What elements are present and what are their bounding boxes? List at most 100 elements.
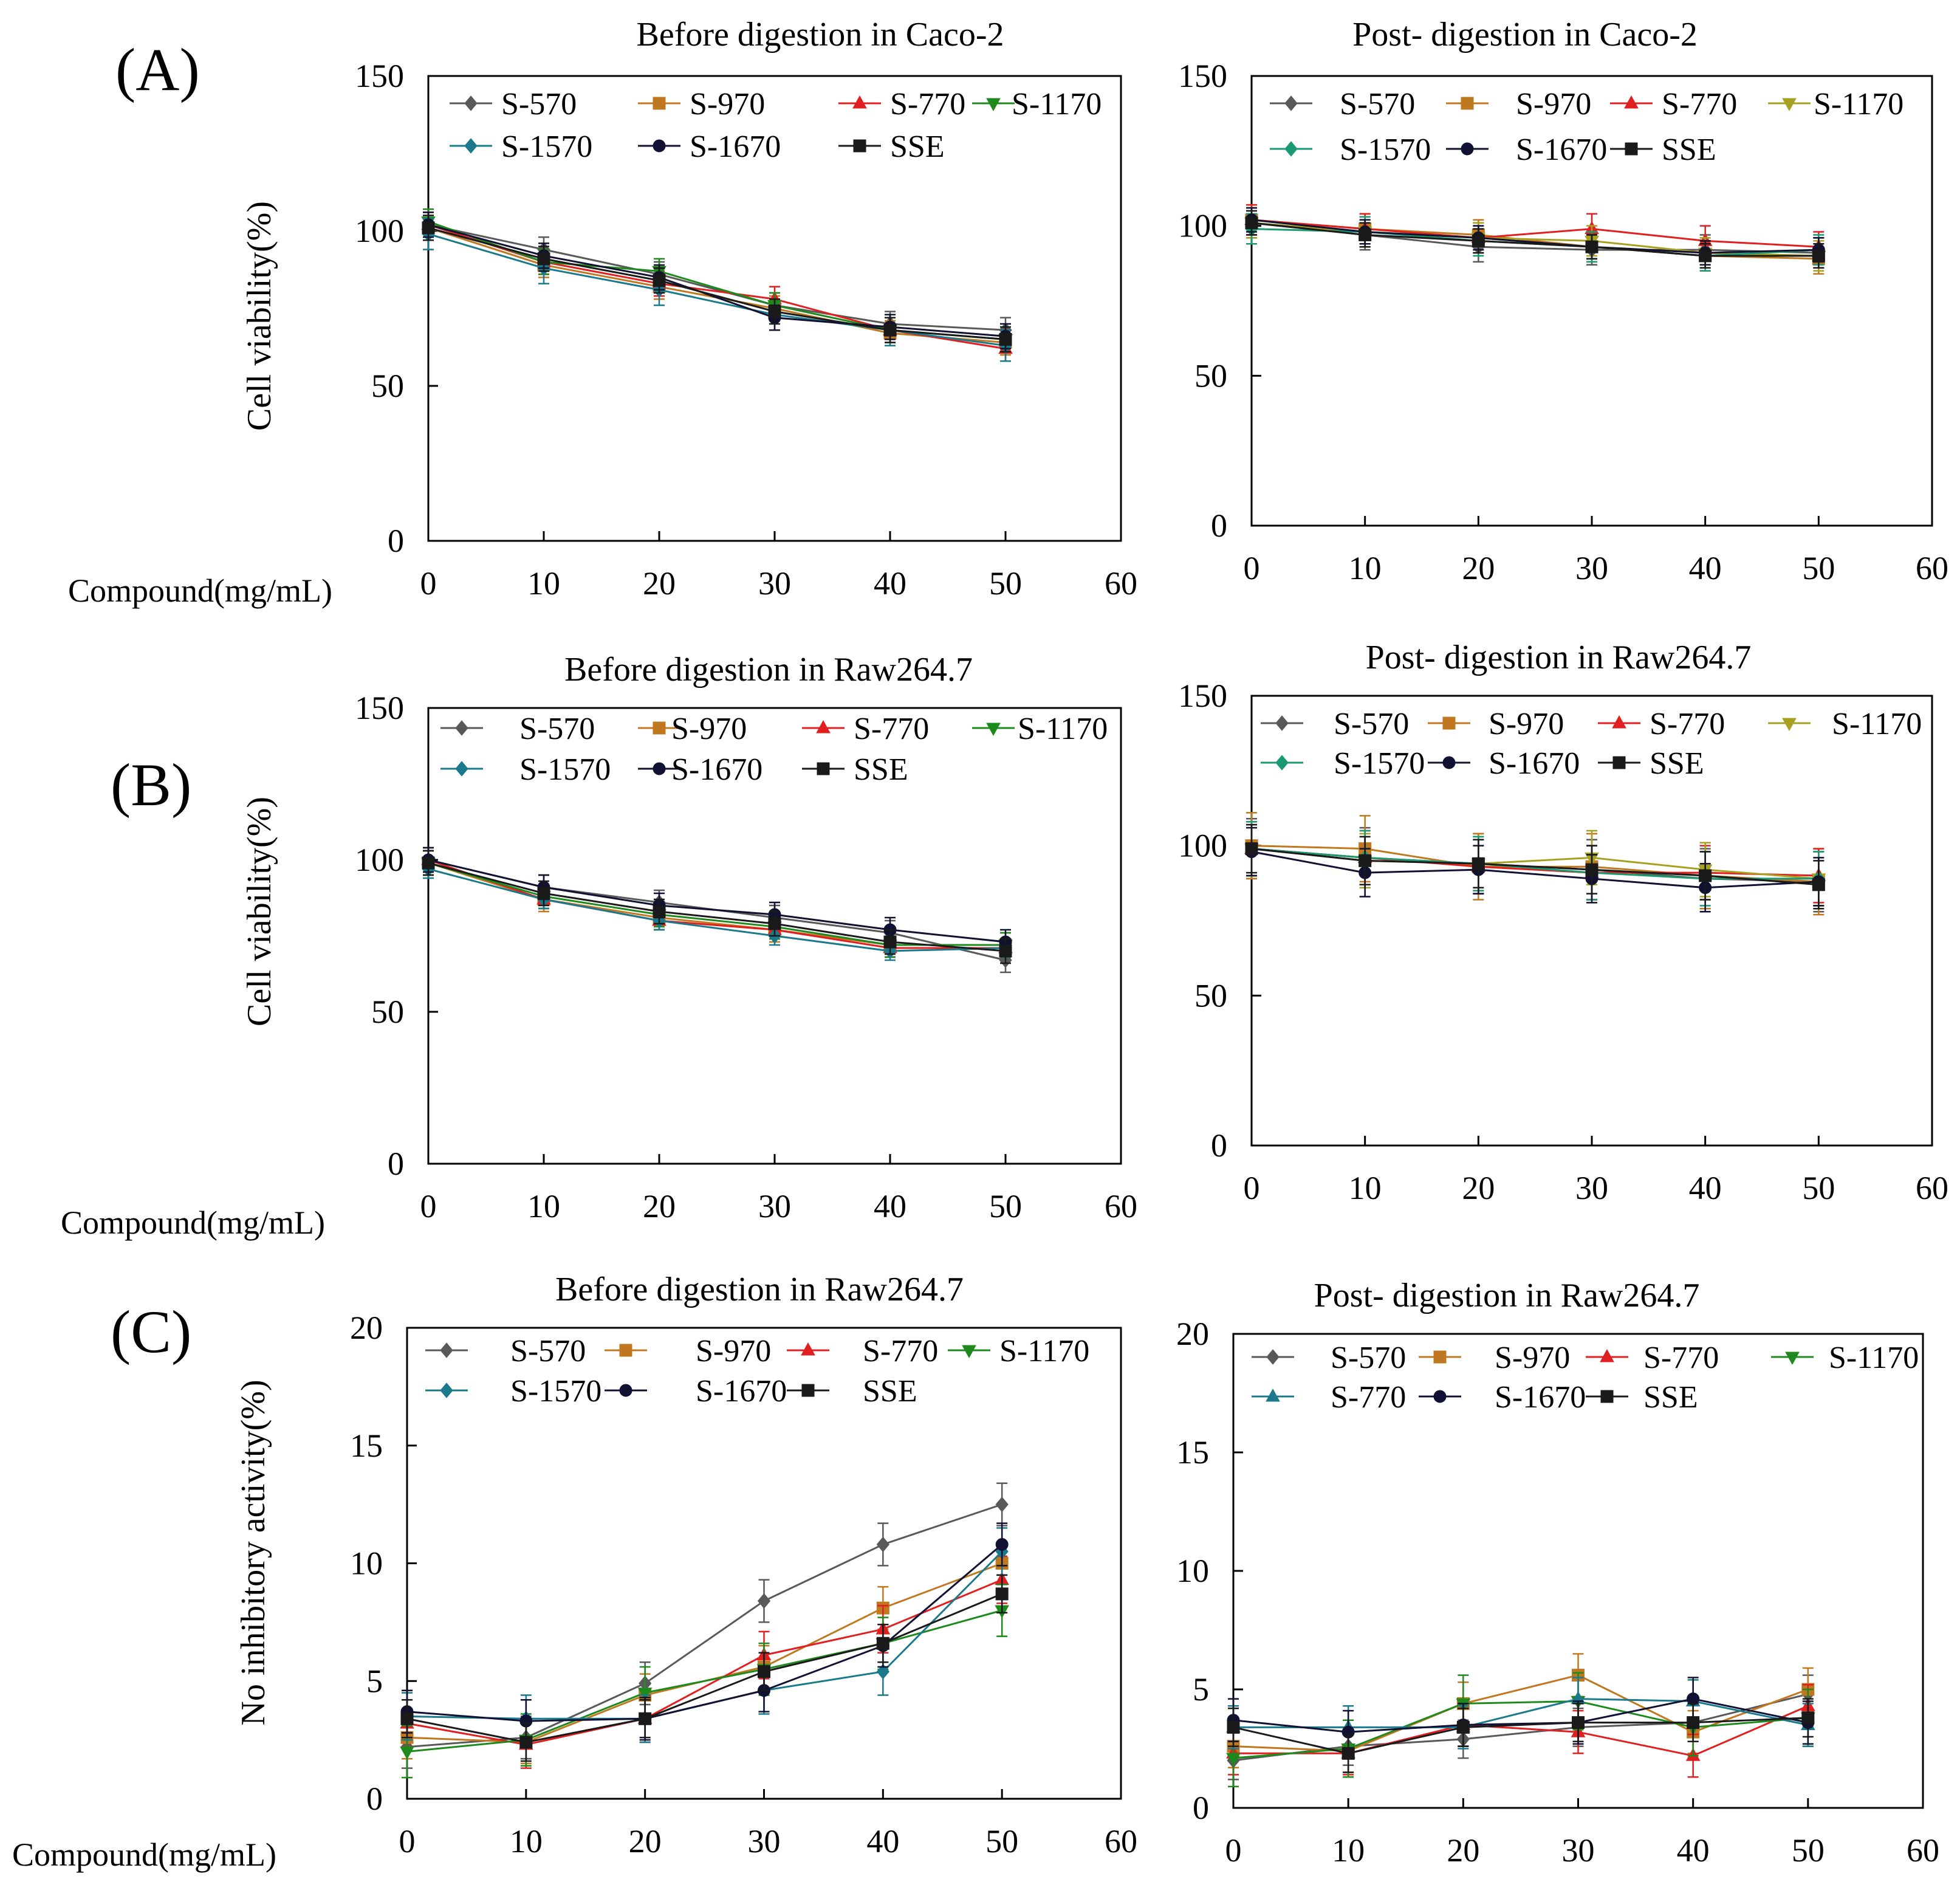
x-tick-label: 10: [1349, 550, 1382, 586]
chart-panel-4: Post- digestion in Raw264.7 0 10 20 30 40 50 60…: [1178, 639, 1948, 1206]
data-point: [1342, 1747, 1355, 1760]
legend-label: S-1170: [1018, 712, 1108, 746]
x-tick-label: 0: [1244, 1170, 1260, 1206]
legend-label: S-1570: [510, 1374, 601, 1409]
legend-marker: [619, 1344, 632, 1357]
y-tick-label: 0: [1211, 507, 1227, 544]
legend-marker: [1785, 1352, 1800, 1365]
legend-entry-S-770: S-770: [1252, 1380, 1406, 1415]
legend-entry-S-770: S-770: [838, 87, 965, 122]
legend-entry-SSE: SSE: [1610, 132, 1716, 167]
legend-entry-S-1170: S-1170: [972, 87, 1102, 122]
legend-marker: [440, 1382, 453, 1398]
data-point: [519, 1736, 533, 1749]
legend-marker: [455, 720, 468, 736]
legend-marker: [1284, 95, 1298, 111]
legend-marker: [986, 98, 1001, 112]
y-tick-label: 150: [355, 690, 404, 726]
panel-label-a: (A): [115, 36, 200, 103]
data-point: [876, 1637, 889, 1650]
data-point: [768, 305, 781, 318]
x-tick-label: 10: [510, 1823, 543, 1860]
y-tick-label: 10: [1176, 1553, 1209, 1589]
legend-entry-S-770: S-770: [1586, 1341, 1719, 1375]
x-tick-label: 50: [985, 1823, 1018, 1860]
legend-label: S-570: [519, 712, 595, 746]
legend-marker: [1612, 756, 1626, 769]
legend-entry-S-1570: S-1570: [425, 1374, 601, 1409]
legend-marker: [1266, 1349, 1280, 1365]
data-point: [422, 221, 435, 235]
legend-entry-S-970: S-970: [1446, 87, 1591, 122]
legend-label: SSE: [890, 129, 945, 164]
legend-marker: [653, 721, 666, 735]
chart-panel-1: Before digestion in Caco-2 0 10 20 30 40 50 60 0…: [355, 16, 1137, 602]
series-line: [428, 224, 1006, 337]
legend-label: SSE: [1650, 746, 1704, 781]
legend-entry-SSE: SSE: [787, 1374, 917, 1409]
data-point: [1245, 842, 1258, 856]
y-tick-label: 50: [1194, 357, 1227, 394]
data-point: [883, 935, 897, 949]
legend-label: S-1170: [1012, 87, 1102, 122]
legend-entry-SSE: SSE: [802, 752, 908, 787]
data-point: [757, 1593, 771, 1609]
legend-marker: [653, 139, 666, 153]
legend-entry-S-770: S-770: [787, 1334, 938, 1369]
series-line: [1251, 219, 1819, 254]
legend-entry-S-1170: S-1170: [1771, 1341, 1919, 1375]
series-SSE: [1245, 823, 1825, 910]
series-line: [428, 862, 1006, 946]
chart-panel-6: Post- digestion in Raw264.70 10 20 30 40 50 60…: [1176, 1277, 1939, 1869]
series-line: [1251, 851, 1819, 889]
legend-marker: [801, 1384, 815, 1397]
legend-marker: [1782, 98, 1797, 112]
legend-marker: [619, 1384, 632, 1397]
series-line: [1233, 1700, 1808, 1759]
legend-entry-S-970: S-970: [1428, 707, 1564, 741]
data-point: [1359, 854, 1372, 867]
legend-label: SSE: [1643, 1380, 1698, 1415]
data-point: [537, 887, 550, 900]
legend-marker: [1612, 715, 1626, 729]
panel-label-c: (C): [111, 1298, 191, 1365]
legend-marker: [1433, 1350, 1447, 1364]
series-line: [428, 868, 1006, 952]
x-tick-label: 10: [1349, 1170, 1382, 1206]
legend-label: S-570: [501, 87, 577, 122]
legend-label: S-770: [863, 1334, 938, 1369]
x-tick-label: 30: [1562, 1832, 1595, 1869]
legend-marker: [1625, 142, 1638, 156]
legend-label: S-970: [1489, 707, 1564, 741]
series-line: [428, 227, 1006, 340]
legend-marker: [1275, 715, 1289, 731]
x-tick-label: 30: [1575, 1170, 1608, 1206]
charts-layer: Before digestion in Caco-20 10 20 30 40 50 600…: [350, 16, 1948, 1869]
legend-entry-S-970: S-970: [1419, 1341, 1570, 1375]
x-axis-label-c: Compound(mg/mL): [12, 1836, 276, 1873]
legend-label: S-770: [854, 712, 929, 746]
legend-marker: [1266, 1388, 1280, 1402]
legend-entry-S-1670: S-1670: [638, 752, 762, 787]
data-point: [653, 905, 666, 918]
legend-label: S-1570: [1340, 132, 1431, 167]
series-line: [428, 862, 1006, 952]
legend-label: S-570: [1331, 1341, 1406, 1375]
legend-label: S-1670: [671, 752, 762, 787]
y-tick-label: 0: [366, 1781, 383, 1817]
legend-entry-S-770: S-770: [1598, 707, 1725, 741]
y-tick-label: 0: [1211, 1127, 1227, 1164]
series-line: [1251, 222, 1819, 257]
legend-label: S-1670: [696, 1374, 787, 1409]
series-SSE: [1245, 210, 1825, 269]
x-tick-label: 60: [1105, 1188, 1137, 1224]
legend-label: S-1170: [999, 1334, 1089, 1369]
series-line: [1251, 848, 1819, 880]
legend-marker: [1600, 1348, 1614, 1362]
x-tick-label: 0: [1244, 550, 1260, 586]
legend-label: S-570: [510, 1334, 586, 1369]
y-tick-label: 15: [1176, 1434, 1209, 1471]
y-tick-label: 5: [1193, 1671, 1209, 1708]
legend-entry-S-770: S-770: [802, 712, 929, 746]
x-tick-label: 0: [1225, 1832, 1242, 1869]
